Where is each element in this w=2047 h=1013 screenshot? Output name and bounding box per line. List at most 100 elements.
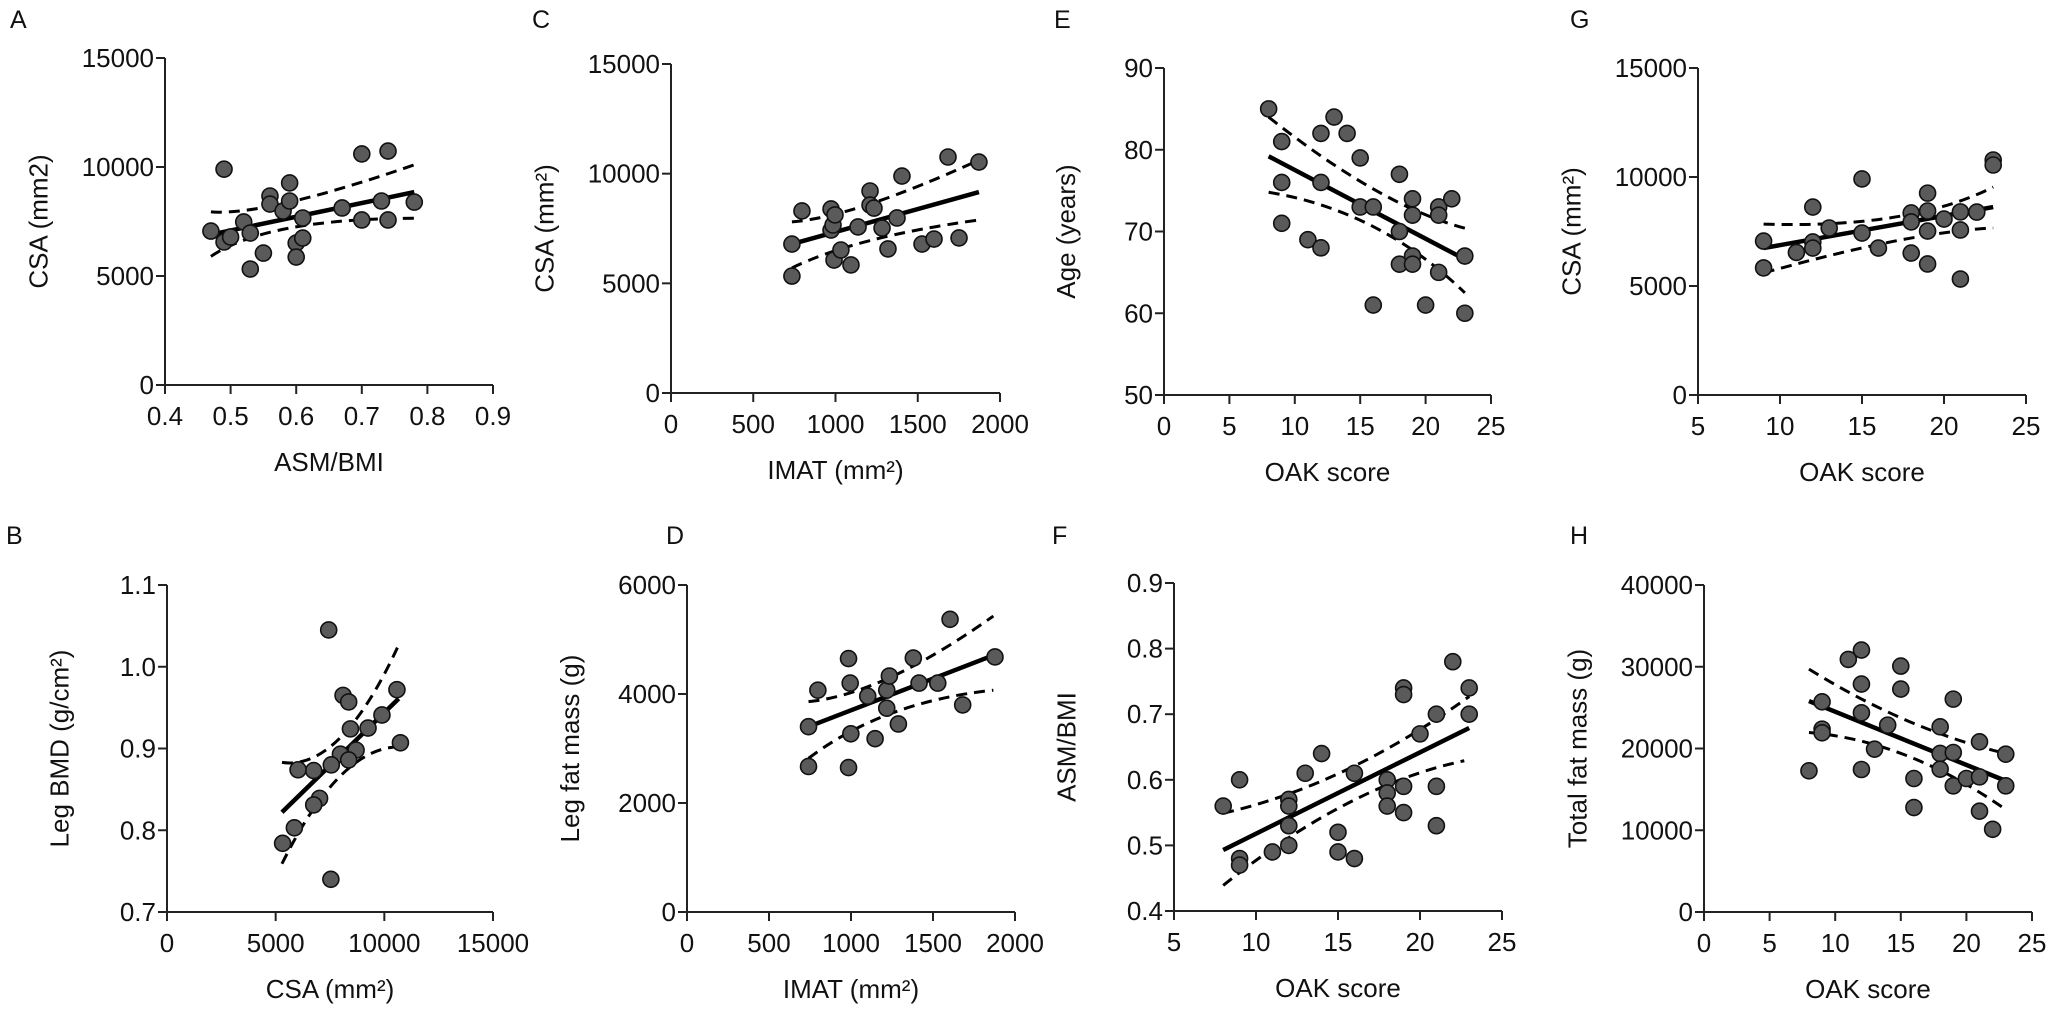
y-tick-label: 0.4: [1127, 896, 1163, 926]
data-point: [1878, 716, 1897, 734]
y-tick-label: 10000: [588, 159, 660, 189]
panel-letter: B: [6, 522, 23, 550]
x-tick-label: 10: [1242, 927, 1271, 957]
data-point: [1852, 675, 1871, 693]
y-tick-label: 0.7: [1127, 699, 1163, 729]
data-point: [1390, 222, 1409, 241]
data-point: [1800, 762, 1818, 780]
confidence-band-upper: [1763, 185, 1994, 227]
y-tick-label: 80: [1124, 135, 1153, 165]
data-point: [1813, 724, 1831, 742]
data-point: [1214, 797, 1232, 815]
data-point: [202, 222, 220, 240]
data-point: [322, 870, 340, 889]
data-point: [1325, 108, 1343, 126]
x-tick-label: 20: [1952, 928, 1981, 958]
x-axis-title: ASM/BMI: [274, 447, 384, 477]
data-point: [1852, 703, 1871, 722]
data-point: [1364, 198, 1383, 216]
data-point: [1820, 219, 1838, 237]
x-tick-label: 5: [1222, 411, 1236, 441]
x-tick-label: 25: [1477, 411, 1506, 441]
data-point: [1280, 797, 1298, 815]
data-point: [1853, 170, 1871, 188]
data-point: [1970, 732, 1989, 751]
panel-letter: D: [666, 522, 684, 550]
data-point: [1804, 198, 1822, 216]
x-tick-label: 0: [680, 928, 694, 958]
data-point: [893, 167, 911, 185]
confidence-band-upper: [808, 614, 995, 704]
y-tick-label: 0: [1673, 380, 1687, 410]
x-tick-label: 15000: [457, 928, 529, 958]
data-point: [1935, 210, 1953, 228]
x-axis-title: IMAT (mm²): [767, 455, 903, 485]
data-point: [1230, 770, 1249, 789]
data-point: [1338, 124, 1356, 143]
data-point: [1272, 132, 1291, 151]
data-point: [1905, 769, 1923, 788]
y-tick-label: 5000: [96, 261, 154, 291]
x-tick-label: 500: [747, 928, 790, 958]
data-point: [372, 192, 391, 210]
panel-letter: H: [1570, 522, 1588, 550]
x-axis-title: CSA (mm²): [266, 974, 395, 1004]
data-point: [866, 729, 884, 748]
data-point: [339, 751, 358, 769]
panel-a: A 0 5000 10000 15000 0.4 0.5 0.6 0.7 0.8 0.9 CSA (m…: [10, 6, 511, 477]
data-point: [285, 818, 304, 837]
data-point: [910, 674, 928, 692]
y-tick-label: 60: [1124, 298, 1153, 328]
x-tick-label: 20: [1406, 927, 1435, 957]
confidence-band-lower: [1808, 730, 2007, 811]
data-point: [970, 153, 988, 171]
data-point: [799, 717, 818, 736]
data-point: [1983, 820, 2002, 839]
data-point: [304, 796, 323, 814]
y-tick-label: 0.7: [120, 897, 156, 927]
y-tick-label: 0: [1679, 897, 1693, 927]
data-point: [1280, 816, 1298, 835]
data-point: [941, 610, 959, 629]
y-tick-label: 0.9: [1127, 568, 1163, 598]
data-point: [925, 230, 943, 248]
x-tick-label: 5000: [247, 928, 305, 958]
confidence-band-lower: [791, 218, 980, 270]
regression-line: [1222, 725, 1471, 853]
data-point: [333, 199, 351, 217]
data-point: [826, 206, 844, 224]
panel-b: B 0.7 0.8 0.9 1.0 1.1 0 5000 10000 15000 Leg BMD (…: [6, 522, 529, 1004]
data-point: [1429, 206, 1448, 224]
data-point: [873, 219, 891, 237]
data-point: [842, 256, 860, 274]
panel-letter: C: [532, 6, 550, 34]
data-point: [1754, 232, 1773, 250]
data-point: [1931, 718, 1949, 736]
y-tick-label: 5000: [602, 268, 660, 298]
data-point: [322, 756, 341, 774]
data-point: [953, 696, 972, 714]
data-point: [1345, 849, 1364, 868]
data-point: [1456, 247, 1474, 265]
x-tick-label: 15: [1346, 411, 1375, 441]
panel-letter: F: [1052, 522, 1067, 550]
data-point: [1905, 798, 1923, 817]
data-point: [1839, 650, 1858, 669]
data-point: [241, 224, 260, 242]
data-point: [1312, 239, 1330, 257]
x-axis-title: OAK score: [1265, 457, 1391, 487]
data-point: [1813, 693, 1831, 711]
y-tick-label: 0: [662, 897, 676, 927]
x-tick-label: 0.7: [344, 401, 380, 431]
x-tick-label: 500: [732, 409, 775, 439]
panel-g: G 0 5000 10000 15000 5 10 15 20 25 CSA (mm²) OAK sc…: [1557, 6, 2041, 487]
data-point: [1272, 214, 1291, 233]
data-point: [842, 724, 860, 743]
data-point: [1970, 768, 1989, 786]
data-point: [877, 699, 896, 717]
data-point: [1804, 239, 1822, 257]
y-axis-title: Total fat mass (g): [1563, 649, 1593, 848]
data-point: [1364, 296, 1383, 314]
data-point: [352, 145, 371, 163]
regression-line: [807, 653, 995, 729]
